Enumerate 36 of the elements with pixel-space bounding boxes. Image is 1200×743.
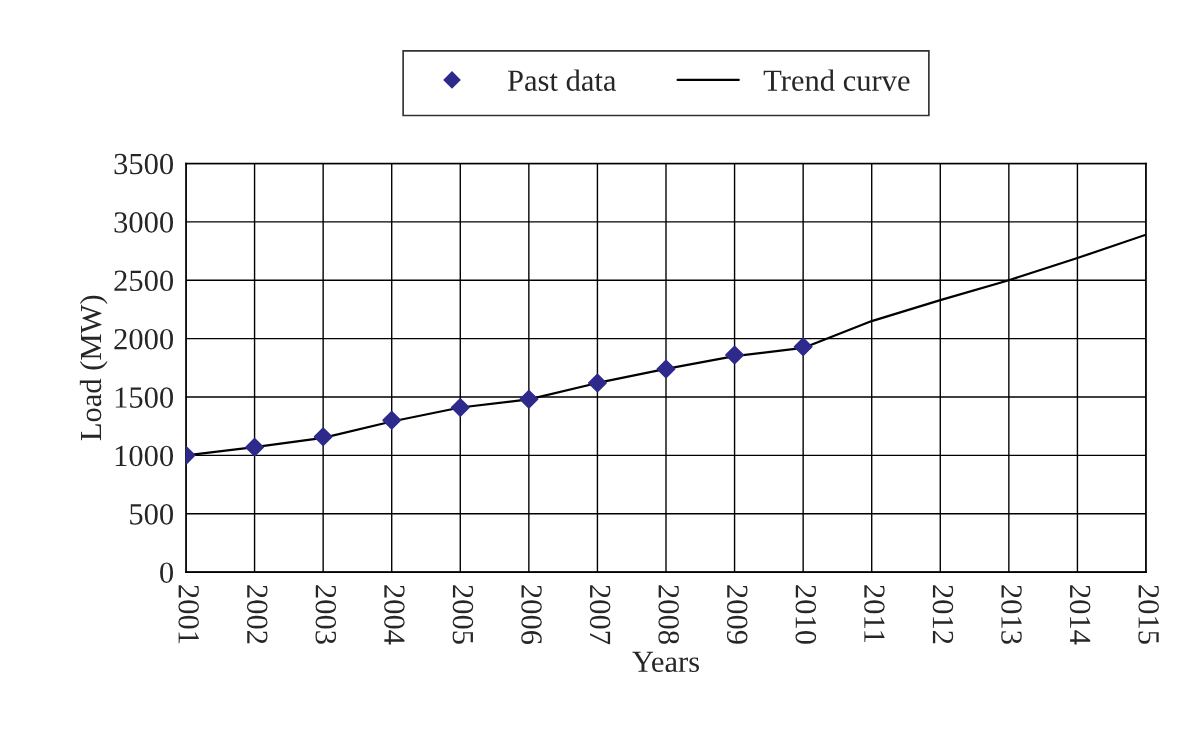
y-tick-label: 1500 [115,387,174,408]
legend-label: Trend curve [763,69,910,91]
x-tick-label: 2010 [795,585,817,644]
x-tick-label: 2008 [658,585,679,644]
y-tick-label: 2000 [114,328,174,350]
y-tick-label: 3500 [114,153,174,175]
x-tick-label: 2005 [452,585,474,644]
x-tick-label: 2004 [384,585,405,645]
x-tick-label: 2006 [521,585,542,645]
legend-label: Past data [507,69,617,91]
y-axis-title: Load (MW) [79,295,108,441]
x-tick-label: 2015 [1138,585,1159,644]
point [725,345,745,365]
point [245,437,265,457]
x-tick-label: 2001 [178,585,199,644]
x-tick-label: 2013 [1001,585,1022,644]
x-axis-title: Years [632,651,699,673]
y-tick-label: 3000 [114,212,174,233]
y-tick-label: 1000 [115,445,174,467]
x-tick-label: 2003 [315,585,337,644]
point [519,389,539,409]
x-tick-label: 2012 [932,585,954,644]
x-tick-label: 2009 [726,585,748,644]
point [656,359,676,379]
y-tick-label: 0 [160,562,174,584]
point [587,373,607,393]
point [382,410,402,430]
x-tick-label: 2007 [589,585,611,645]
point [450,398,470,417]
x-tick-label: 2014 [1069,585,1091,645]
y-tick-label: 500 [130,504,174,525]
y-tick-label: 2500 [114,270,174,292]
point [313,427,333,447]
point [793,337,813,357]
x-tick-label: 2011 [864,585,885,643]
x-tick-label: 2002 [246,585,268,644]
